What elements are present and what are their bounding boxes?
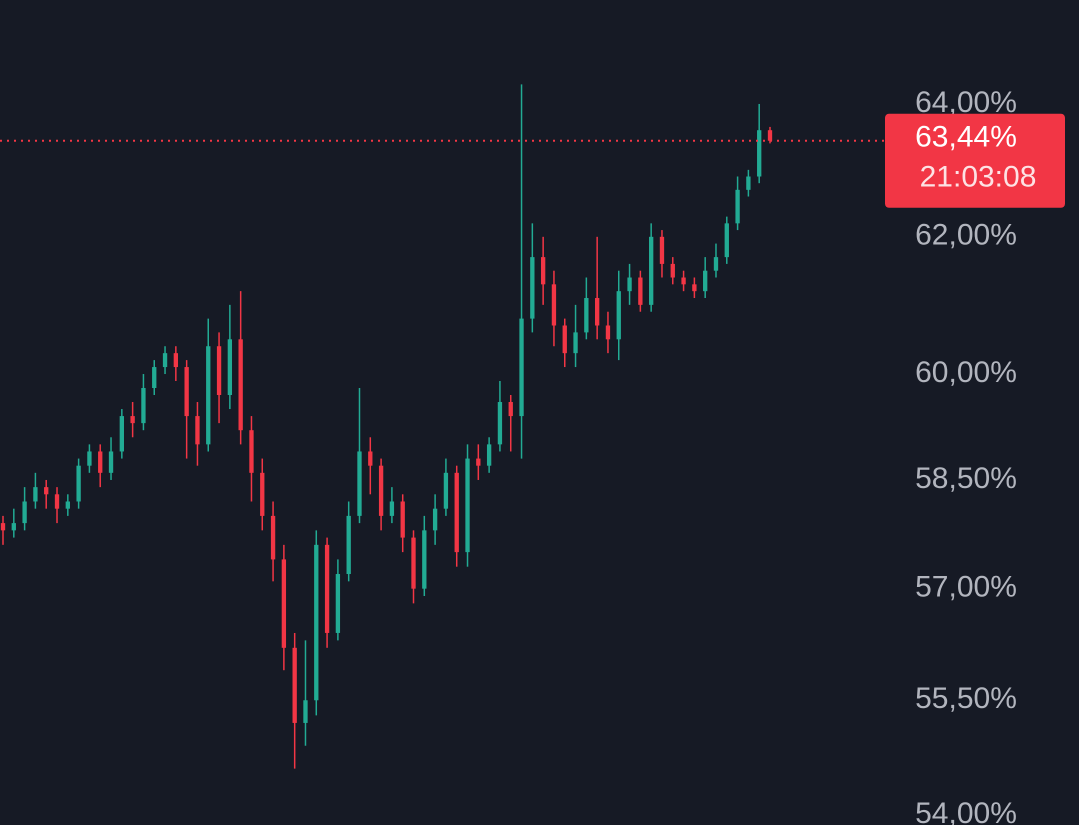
candle-body — [443, 472, 449, 509]
candle-body — [249, 430, 254, 473]
candle-body — [573, 332, 578, 354]
candle-body — [605, 325, 611, 340]
candle-body — [584, 298, 589, 333]
candle-body — [389, 501, 395, 516]
candle-body — [713, 257, 719, 271]
last-price-box — [885, 113, 1065, 208]
last-price-label: 63,44% — [915, 121, 1017, 154]
candle-body — [130, 416, 135, 424]
y-tick-label: 62,00% — [915, 219, 1017, 252]
candle-body — [324, 544, 330, 633]
candle-body — [627, 277, 632, 292]
candle-body — [530, 257, 535, 319]
candle-body — [422, 530, 427, 589]
y-tick-label: 55,50% — [915, 682, 1017, 715]
candle-body — [281, 559, 287, 648]
candle-body — [346, 515, 351, 575]
candle-body — [551, 284, 557, 326]
candle-body — [659, 236, 665, 264]
candle-body — [216, 346, 222, 396]
candle-body — [195, 416, 200, 445]
y-tick-label: 64,00% — [915, 86, 1017, 119]
candle-body — [465, 458, 470, 553]
candle-body — [270, 515, 276, 560]
candle-body — [22, 501, 27, 524]
candle-body — [681, 277, 686, 285]
candle-body — [98, 451, 103, 473]
candle-body — [87, 451, 92, 466]
candle-body — [486, 444, 492, 466]
candle-body — [335, 574, 341, 633]
candle-body — [206, 346, 211, 445]
candle-body — [508, 402, 513, 417]
candle-body — [746, 176, 751, 190]
candle-body — [303, 700, 308, 723]
candle-body — [314, 544, 319, 701]
candle-body — [400, 501, 405, 538]
candle-body — [649, 236, 654, 305]
candle-body — [368, 451, 373, 466]
candle-body — [540, 257, 546, 285]
y-tick-label: 54,00% — [915, 797, 1017, 825]
candle-body — [108, 451, 114, 473]
candle-body — [670, 263, 675, 278]
candle-body — [594, 298, 600, 326]
candle-body — [767, 130, 773, 141]
candle-body — [65, 501, 70, 509]
candle-body — [357, 451, 362, 516]
candle-body — [476, 458, 481, 466]
candle-body — [497, 402, 503, 445]
candle-body — [260, 472, 265, 516]
candle-body — [411, 537, 416, 589]
y-tick-label: 60,00% — [915, 356, 1017, 389]
candle-body — [162, 353, 168, 368]
candle-body — [76, 465, 81, 502]
candle-body — [724, 223, 729, 258]
y-tick-label: 58,50% — [915, 462, 1017, 495]
candle-body — [292, 647, 297, 723]
candle-body — [54, 494, 60, 509]
candle-body — [141, 388, 146, 424]
candle-body — [703, 270, 708, 292]
candle-body — [227, 339, 233, 396]
candle-body — [119, 416, 124, 452]
candle-body — [454, 472, 459, 553]
candle-body — [562, 325, 567, 354]
countdown: 21:03:08 — [920, 161, 1037, 194]
candle-body — [184, 367, 189, 417]
candle-body — [238, 339, 243, 431]
candle-body — [616, 291, 621, 340]
candle-body — [638, 277, 643, 305]
candle-body — [0, 523, 6, 531]
candle-body — [378, 465, 384, 516]
y-tick-label: 57,00% — [915, 571, 1017, 604]
candle-body — [432, 508, 438, 531]
candle-body — [152, 367, 157, 389]
candle-body — [11, 523, 16, 531]
candle-body — [692, 284, 697, 292]
candle-body — [757, 130, 762, 177]
candle-body — [33, 487, 38, 502]
candle-body — [44, 487, 49, 495]
candle-body — [735, 189, 740, 224]
candle-body — [173, 353, 179, 368]
candle-body — [519, 318, 524, 417]
